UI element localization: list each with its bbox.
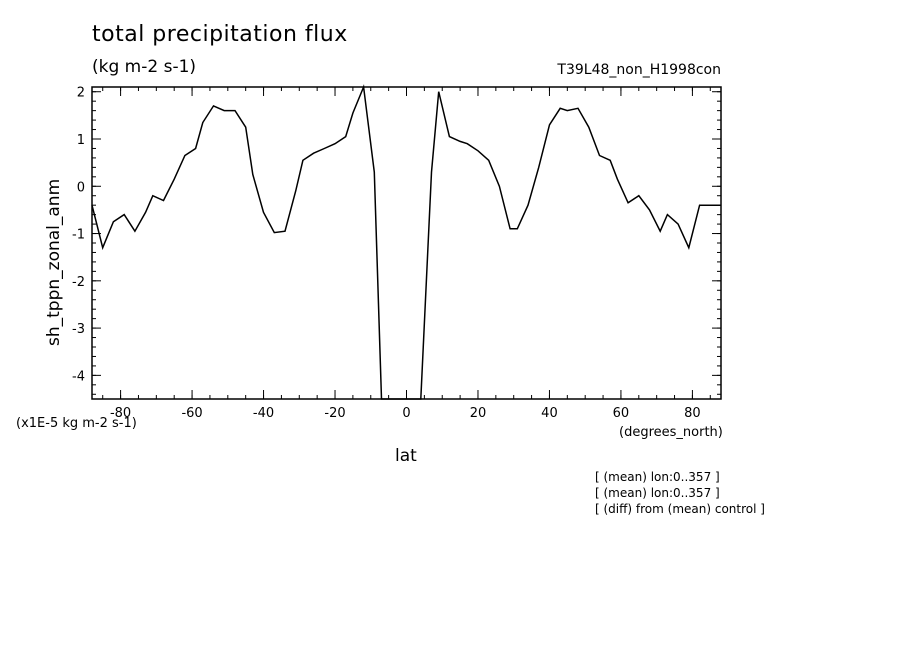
y-tick-label: 2 bbox=[77, 86, 85, 101]
axis-ticks bbox=[92, 87, 721, 399]
y-scale-label: (x1E-5 kg m-2 s-1) bbox=[16, 416, 137, 431]
y-tick-label: -1 bbox=[72, 228, 85, 243]
x-tick-label: -40 bbox=[253, 406, 274, 421]
chart-units: (kg m-2 s-1) bbox=[92, 57, 197, 77]
processing-notes: [ (mean) lon:0..357 ] [ (mean) lon:0..35… bbox=[595, 469, 765, 517]
axis-tick-labels: -80 -60 -40 -20 0 20 40 60 80 -4 -3 -2 -1 0 1 2 bbox=[72, 86, 701, 421]
note-line: [ (mean) lon:0..357 ] bbox=[595, 486, 720, 500]
note-line: [ (mean) lon:0..357 ] bbox=[595, 470, 720, 484]
x-axis-label: lat bbox=[395, 446, 417, 466]
x-tick-label: 80 bbox=[684, 406, 701, 421]
x-tick-label: 60 bbox=[613, 406, 630, 421]
y-tick-label: 0 bbox=[77, 180, 85, 195]
x-tick-label: 40 bbox=[541, 406, 558, 421]
x-tick-label: -60 bbox=[181, 406, 202, 421]
series-line bbox=[91, 84, 721, 400]
chart-title: total precipitation flux bbox=[92, 22, 348, 47]
x-tick-label: -80 bbox=[110, 406, 131, 421]
x-axis-unit: (degrees_north) bbox=[619, 425, 723, 440]
x-tick-label: 0 bbox=[402, 406, 410, 421]
note-line: [ (diff) from (mean) control ] bbox=[595, 502, 765, 516]
x-tick-label: -20 bbox=[324, 406, 345, 421]
x-tick-label: 20 bbox=[470, 406, 487, 421]
y-tick-label: -3 bbox=[72, 322, 85, 337]
y-tick-label: -4 bbox=[72, 369, 85, 384]
plot-frame bbox=[91, 86, 722, 400]
run-label: T39L48_non_H1998con bbox=[557, 62, 721, 78]
y-tick-label: 1 bbox=[77, 133, 85, 148]
y-tick-label: -2 bbox=[72, 275, 85, 290]
